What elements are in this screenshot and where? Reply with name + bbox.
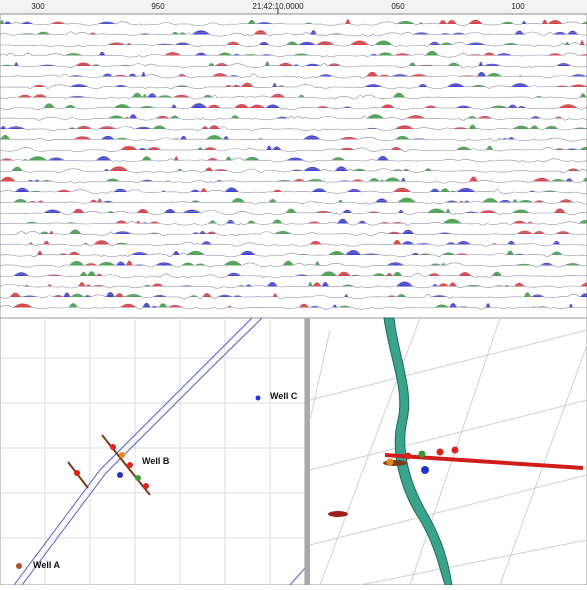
splitter — [305, 318, 310, 585]
well-label: Well B — [142, 456, 170, 466]
ruler-label: 100 — [511, 2, 525, 11]
ruler-label: 300 — [31, 2, 45, 11]
ruler-label: 21:42:10.0000 — [252, 2, 304, 11]
3d-panel — [305, 318, 587, 585]
ruler-label: 950 — [151, 2, 165, 11]
ruler-label: 050 — [391, 2, 405, 11]
well-label: Well C — [270, 391, 298, 401]
app-screen: 300 950 21:42:10.0000 050 100 Well A Wel… — [0, 0, 587, 585]
well-label: Well A — [33, 560, 61, 570]
